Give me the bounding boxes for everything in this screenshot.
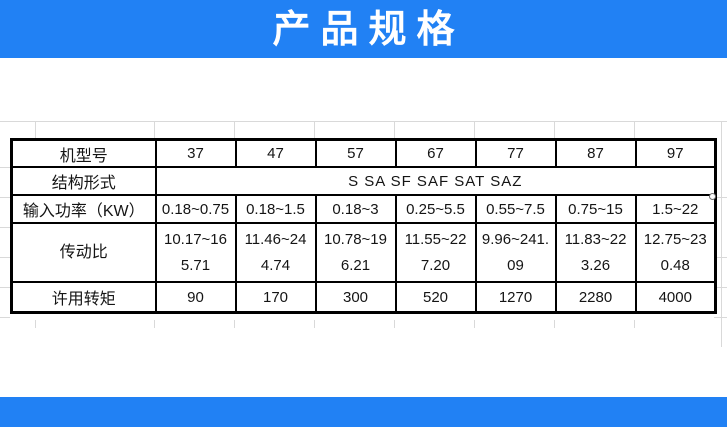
table-row-structure: 结构形式 S SA SF SAF SAT SAZ xyxy=(10,166,717,196)
gridline xyxy=(634,121,635,138)
gridline xyxy=(474,320,475,328)
ratio-line1: 10.17~16 xyxy=(164,230,227,248)
table-row-torque: 许用转矩 90 170 300 520 1270 2280 4000 xyxy=(10,281,717,314)
gridline xyxy=(0,317,10,318)
gridline xyxy=(314,121,315,138)
gridline xyxy=(0,257,10,258)
page-title: 产品规格 xyxy=(272,9,465,51)
footer-bar xyxy=(0,397,727,427)
model-cell: 57 xyxy=(314,138,397,168)
model-cell: 87 xyxy=(554,138,637,168)
gridline xyxy=(0,227,10,228)
gridline xyxy=(234,320,235,328)
gridline xyxy=(0,167,10,168)
model-cell: 97 xyxy=(634,138,717,168)
torque-row-label: 许用转矩 xyxy=(10,281,157,314)
power-cell: 0.75~15 xyxy=(554,194,637,224)
ratio-line1: 11.55~22 xyxy=(404,230,467,248)
ratio-line2: 6.21 xyxy=(340,256,371,274)
power-cell: 0.55~7.5 xyxy=(474,194,557,224)
power-cell: 0.18~0.75 xyxy=(154,194,237,224)
table-row-power: 输入功率（KW） 0.18~0.75 0.18~1.5 0.18~3 0.25~… xyxy=(10,194,717,224)
ratio-line2: 0.48 xyxy=(660,256,690,274)
gridline xyxy=(714,317,727,318)
gridline xyxy=(0,197,10,198)
gridline xyxy=(154,320,155,328)
ratio-line1: 10.78~19 xyxy=(324,230,387,248)
model-cell: 67 xyxy=(394,138,477,168)
gridline xyxy=(554,121,555,138)
structure-cell: S SA SF SAF SAT SAZ xyxy=(154,166,717,196)
torque-cell: 520 xyxy=(394,281,477,314)
ratio-line1: 9.96~241. xyxy=(481,230,550,248)
fill-handle[interactable] xyxy=(709,193,716,200)
gridline xyxy=(35,320,36,328)
gridline xyxy=(634,320,635,328)
gridline xyxy=(474,121,475,138)
ratio-cell: 9.96~241. 09 xyxy=(474,222,557,283)
torque-cell: 1270 xyxy=(474,281,557,314)
torque-cell: 2280 xyxy=(554,281,637,314)
gridline xyxy=(314,320,315,328)
ratio-row-label: 传动比 xyxy=(10,222,157,283)
gridline xyxy=(714,257,727,258)
ratio-cell: 11.83~22 3.26 xyxy=(554,222,637,283)
gridline xyxy=(35,121,36,138)
table-row-model: 机型号 37 47 57 67 77 87 97 xyxy=(10,138,717,168)
ratio-cell: 10.78~19 6.21 xyxy=(314,222,397,283)
model-cell: 47 xyxy=(234,138,317,168)
ratio-line2: 3.26 xyxy=(580,256,611,274)
ratio-line1: 11.46~24 xyxy=(244,230,307,248)
gridline xyxy=(154,121,155,138)
model-cell: 37 xyxy=(154,138,237,168)
power-cell: 1.5~22 xyxy=(634,194,717,224)
header-banner: 产品规格 xyxy=(0,0,727,58)
ratio-line2: 09 xyxy=(507,256,524,274)
gridline xyxy=(554,320,555,328)
gridline xyxy=(714,197,727,198)
ratio-cell: 12.75~23 0.48 xyxy=(634,222,717,283)
power-cell: 0.25~5.5 xyxy=(394,194,477,224)
power-row-label: 输入功率（KW） xyxy=(10,194,157,224)
ratio-cell: 11.46~24 4.74 xyxy=(234,222,317,283)
ratio-cell: 11.55~22 7.20 xyxy=(394,222,477,283)
gridline xyxy=(394,320,395,328)
torque-cell: 90 xyxy=(154,281,237,314)
ratio-line2: 5.71 xyxy=(180,256,211,274)
gridline xyxy=(0,287,10,288)
gridline xyxy=(714,287,727,288)
spec-table: 机型号 37 47 57 67 77 87 97 结构形式 S SA SF SA… xyxy=(10,138,717,314)
table-row-ratio: 传动比 10.17~16 5.71 11.46~24 4.74 10.78~19 6.… xyxy=(10,222,717,283)
ratio-line1: 11.83~22 xyxy=(564,230,627,248)
gridline xyxy=(721,121,722,347)
ratio-line2: 7.20 xyxy=(420,256,451,274)
ratio-line2: 4.74 xyxy=(260,256,291,274)
torque-cell: 170 xyxy=(234,281,317,314)
gridline xyxy=(0,121,727,122)
torque-cell: 300 xyxy=(314,281,397,314)
structure-row-label: 结构形式 xyxy=(10,166,157,196)
model-row-label: 机型号 xyxy=(10,138,157,168)
power-cell: 0.18~1.5 xyxy=(234,194,317,224)
ratio-cell: 10.17~16 5.71 xyxy=(154,222,237,283)
ratio-line1: 12.75~23 xyxy=(643,230,707,248)
model-cell: 77 xyxy=(474,138,557,168)
gridline xyxy=(234,121,235,138)
power-cell: 0.18~3 xyxy=(314,194,397,224)
gridline xyxy=(394,121,395,138)
torque-cell: 4000 xyxy=(634,281,717,314)
